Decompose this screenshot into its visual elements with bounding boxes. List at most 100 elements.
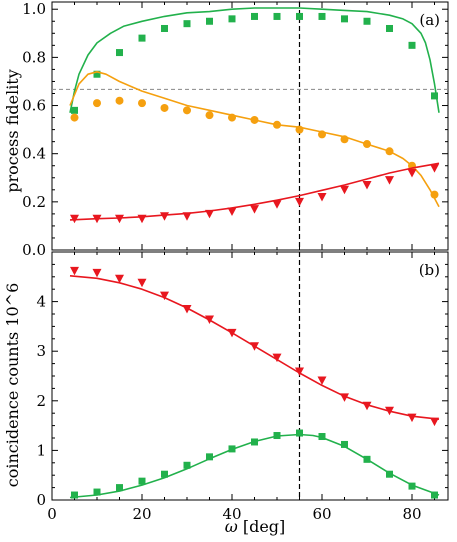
data-point-red: [430, 164, 439, 173]
data-point-green: [363, 455, 371, 463]
x-tick-label: 80: [402, 505, 421, 523]
data-point-green: [71, 491, 78, 499]
data-point-red: [407, 413, 417, 423]
x-tick-label: 20: [132, 505, 151, 523]
data-point-green: [93, 488, 101, 496]
data-point-red: [227, 328, 237, 338]
data-point-green: [93, 70, 101, 78]
fit-curve-orange: [69, 71, 440, 208]
data-point-red: [205, 315, 214, 324]
data-point-orange: [115, 96, 124, 105]
data-point-red: [92, 214, 102, 224]
data-point-red: [182, 305, 192, 314]
y-tick-label: 0.4: [22, 145, 46, 163]
data-point-red: [70, 214, 79, 224]
data-point-green: [71, 106, 78, 114]
data-point-green: [138, 34, 146, 42]
data-point-orange: [295, 125, 304, 134]
y-tick-label: 0.0: [22, 241, 46, 259]
data-point-orange: [183, 106, 191, 115]
y-tick-label: 0.8: [22, 48, 46, 66]
data-point-green: [228, 445, 236, 453]
data-point-green: [228, 15, 236, 23]
y-tick-label: 0.2: [22, 193, 46, 211]
x-axis-label-unit: [deg]: [238, 517, 286, 536]
data-point-green: [183, 461, 191, 469]
data-point-green: [206, 17, 213, 25]
data-point-green: [183, 20, 191, 28]
fit-curve-red: [69, 162, 440, 221]
data-point-orange: [160, 103, 169, 112]
data-point-red: [250, 205, 259, 214]
x-tick-label: 60: [312, 505, 331, 523]
data-point-red: [385, 176, 394, 185]
data-point-red: [362, 180, 372, 190]
data-point-red: [340, 393, 349, 402]
data-point-orange: [70, 113, 79, 122]
data-point-green: [251, 12, 258, 20]
data-point-green: [408, 482, 416, 490]
panel-b: 0 20 40 60 80 0 1 2 3 4 (b): [36, 251, 449, 523]
y-tick-label: 4: [36, 293, 46, 311]
data-point-green: [138, 477, 146, 485]
data-point-green: [116, 484, 123, 492]
data-point-green: [296, 429, 303, 437]
data-point-orange: [340, 135, 349, 144]
data-point-green: [431, 491, 438, 499]
data-point-orange: [430, 190, 439, 199]
data-point-red: [182, 212, 192, 221]
data-point-red: [295, 367, 304, 377]
data-point-orange: [273, 120, 281, 129]
x-tick-label: 40: [222, 505, 241, 523]
data-point-green: [161, 24, 168, 32]
data-point-green: [431, 92, 438, 100]
data-point-red: [430, 417, 439, 427]
data-point-green: [206, 453, 213, 461]
data-point-orange: [228, 113, 236, 122]
data-point-green: [296, 12, 303, 20]
data-point-red: [317, 193, 327, 202]
data-point-green: [363, 17, 371, 25]
data-point-red: [115, 214, 124, 224]
y-tick-label: 1.0: [22, 0, 46, 18]
y-tick-label: 2: [36, 392, 46, 410]
data-point-green: [341, 15, 348, 23]
data-point-green: [386, 24, 393, 32]
data-point-red: [340, 185, 349, 195]
data-point-orange: [363, 140, 371, 149]
data-point-red: [137, 278, 147, 288]
x-tick-label: 0: [47, 505, 57, 523]
y-axis-label-a: process fidelity: [3, 69, 22, 193]
data-point-red: [362, 401, 372, 411]
panel-a: 0.0 0.2 0.4 0.6 0.8 1.0 (a): [22, 0, 449, 259]
data-point-red: [227, 207, 237, 216]
data-point-red: [205, 209, 214, 219]
data-point-green: [161, 470, 168, 478]
fit-curve-green: [69, 433, 440, 499]
data-point-green: [408, 41, 416, 49]
x-axis-label: ω [deg]: [225, 517, 286, 536]
data-point-green: [318, 12, 326, 20]
data-point-red: [407, 168, 417, 178]
data-point-orange: [93, 99, 101, 108]
data-point-red: [70, 266, 79, 276]
data-point-orange: [318, 130, 326, 139]
y-tick-label: 1: [36, 441, 46, 459]
data-point-red: [137, 214, 147, 224]
data-point-red: [317, 376, 327, 385]
data-point-red: [385, 406, 394, 416]
data-point-green: [273, 432, 281, 440]
data-point-green: [273, 12, 281, 20]
data-point-red: [92, 268, 102, 278]
fit-curve-green: [69, 7, 440, 113]
data-point-orange: [385, 147, 394, 156]
y-tick-label: 0.6: [22, 97, 46, 115]
plot-frame: [51, 1, 449, 251]
y-tick-label: 3: [36, 342, 46, 360]
data-point-green: [318, 433, 326, 441]
data-point-red: [160, 212, 169, 221]
data-point-green: [341, 440, 348, 448]
panel-label: (a): [419, 11, 440, 29]
data-point-red: [272, 353, 282, 363]
